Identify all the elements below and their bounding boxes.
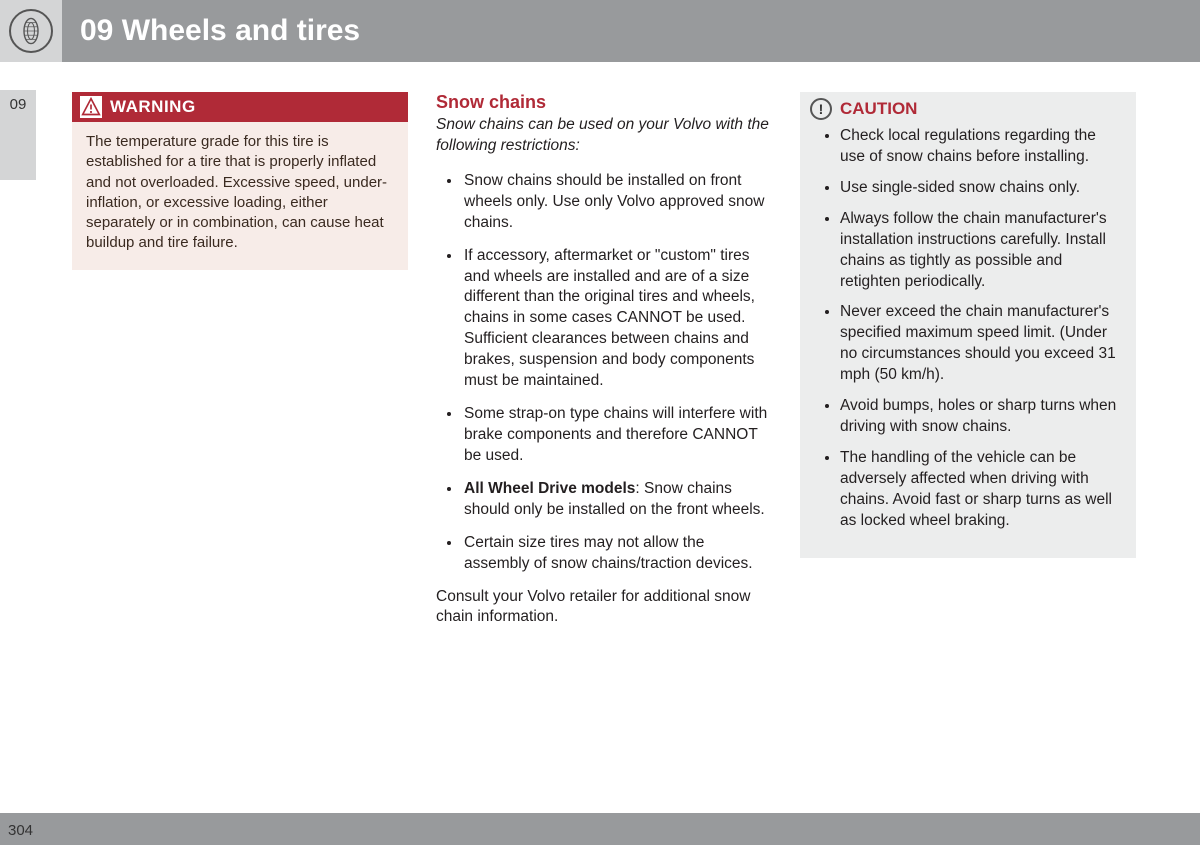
caution-box: ! CAUTION Check local regulations regard… — [800, 92, 1136, 558]
page-content: WARNING The temperature grade for this t… — [72, 92, 1136, 628]
list-item: Avoid bumps, holes or sharp turns when d… — [840, 396, 1122, 438]
chapter-title: 09 Wheels and tires — [80, 14, 360, 48]
caution-label: CAUTION — [840, 99, 917, 119]
col-caution: ! CAUTION Check local regulations regard… — [800, 92, 1136, 628]
bold-prefix: All Wheel Drive models — [464, 480, 635, 497]
chapter-icon-wrap — [0, 0, 62, 62]
side-tab-label: 09 — [10, 96, 27, 180]
info-icon: ! — [810, 98, 832, 120]
caution-header: ! CAUTION — [800, 92, 1136, 124]
list-item: All Wheel Drive models: Snow chains shou… — [462, 479, 772, 521]
page-number: 304 — [8, 822, 33, 839]
snow-chains-list: Snow chains should be installed on front… — [436, 171, 772, 575]
chapter-header: 09 Wheels and tires — [0, 0, 1200, 62]
list-item: Snow chains should be installed on front… — [462, 171, 772, 234]
warning-triangle-icon — [80, 96, 102, 118]
caution-body: Check local regulations regarding the us… — [800, 124, 1136, 558]
caution-list: Check local regulations regarding the us… — [814, 126, 1122, 532]
list-item: Never exceed the chain manufacturer's sp… — [840, 302, 1122, 386]
list-item: If accessory, aftermarket or "custom" ti… — [462, 246, 772, 392]
warning-label: WARNING — [110, 97, 196, 117]
snow-chains-after: Consult your Volvo retailer for addition… — [436, 587, 772, 629]
snow-chains-intro: Snow chains can be used on your Volvo wi… — [436, 115, 772, 157]
warning-body: The temperature grade for this tire is e… — [72, 122, 408, 270]
side-tab: 09 — [0, 90, 36, 180]
warning-box: WARNING The temperature grade for this t… — [72, 92, 408, 270]
list-item: The handling of the vehicle can be adver… — [840, 448, 1122, 532]
snow-chains-title: Snow chains — [436, 92, 772, 113]
warning-header: WARNING — [72, 92, 408, 122]
list-item: Use single-sided snow chains only. — [840, 178, 1122, 199]
tire-icon — [9, 9, 53, 53]
footer-bar — [0, 813, 1200, 845]
list-item: Some strap-on type chains will interfere… — [462, 404, 772, 467]
list-item: Certain size tires may not allow the ass… — [462, 533, 772, 575]
col-snow-chains: Snow chains Snow chains can be used on y… — [436, 92, 772, 628]
col-warning: WARNING The temperature grade for this t… — [72, 92, 408, 628]
list-item: Check local regulations regarding the us… — [840, 126, 1122, 168]
list-item: Always follow the chain manufacturer's i… — [840, 209, 1122, 293]
